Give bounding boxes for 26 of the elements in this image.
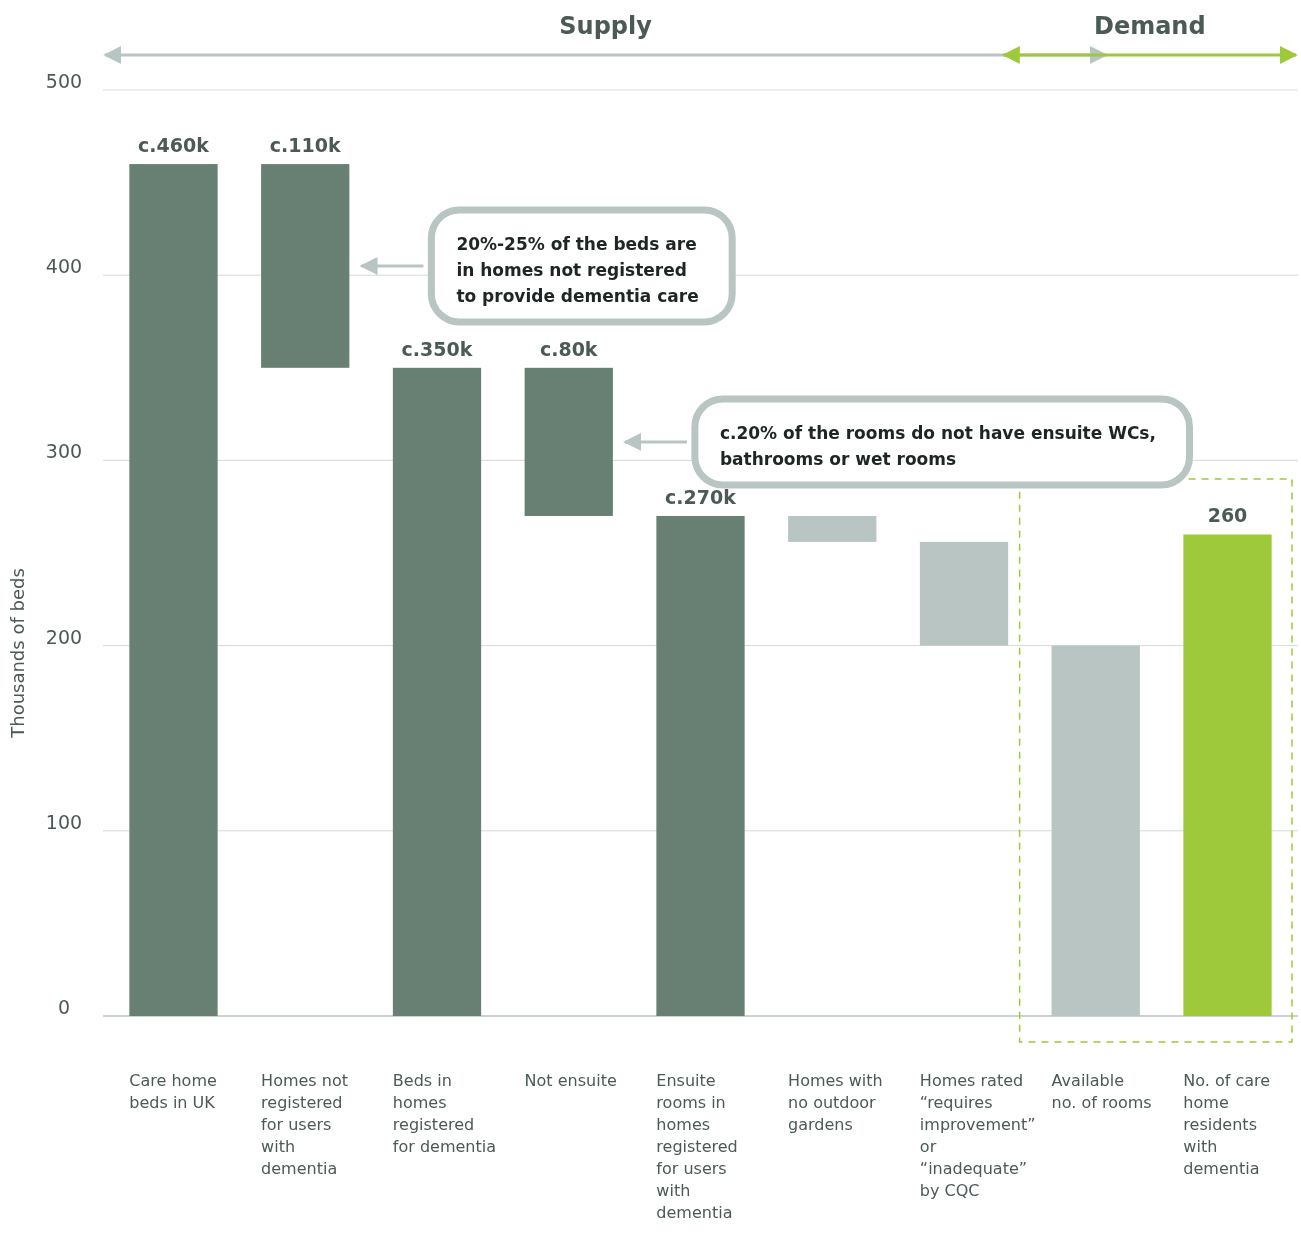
x-tick-label: Beds in homes registered for dementia [392,1071,497,1156]
y-tick-label: 200 [45,625,83,648]
annotation: c.20% of the rooms do not have ensuite WCs, bathrooms or wet rooms [719,422,1156,469]
y-tick-label: 500 [45,70,83,92]
text: Supply [559,12,653,40]
data-label: 260 [1207,504,1248,527]
x-tick-label: Not ensuite [524,1071,617,1090]
data-label: c.270k [665,485,737,508]
y-tick-label: 0 [57,996,71,1018]
annotation: 20%-25% of the beds are in homes not registered to provide dementia care [456,233,699,306]
data-label: c.350k [401,337,473,360]
x-tick-label: Available no. of rooms [1051,1071,1152,1112]
x-tick-label: Care home beds in UK [129,1071,217,1112]
data-label: c.80k [539,337,598,360]
x-tick-label: Homes rated “requires improvement” or “inadequate” by CQC [919,1071,1036,1200]
data-label: c.460k [138,134,210,157]
x-tick-label: Homes not registered for users with dementia [261,1071,348,1178]
y-tick-label: 300 [45,440,83,463]
text: Demand [1093,12,1206,40]
x-tick-label: Ensuite rooms in homes registered for users with dementia [656,1071,738,1222]
y-tick-label: 100 [45,810,83,833]
x-tick-label: Homes with no outdoor gardens [788,1071,883,1134]
data-label: c.110k [269,134,341,157]
x-tick-label: No. of care home residents with dementia [1183,1071,1271,1178]
y-axis-title: Thousands of beds [7,568,28,739]
y-tick-label: 400 [45,255,83,278]
